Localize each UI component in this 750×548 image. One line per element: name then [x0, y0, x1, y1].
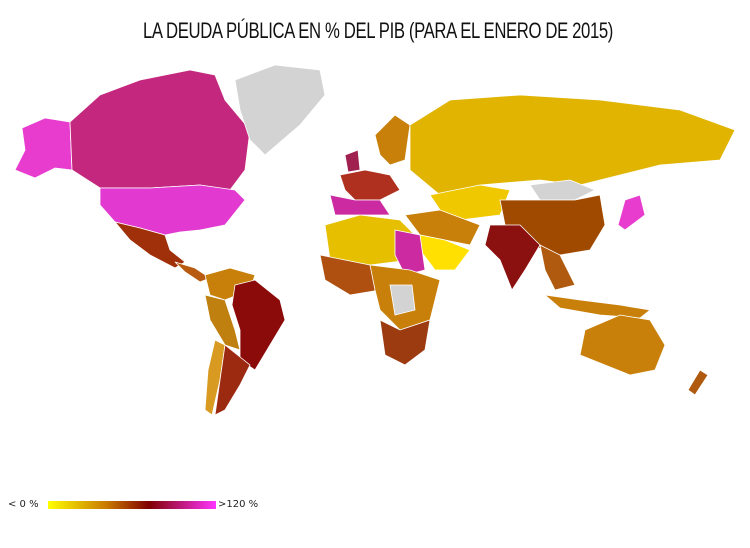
uk [344, 149, 361, 173]
greenland [234, 64, 326, 156]
west-africa [319, 254, 381, 296]
legend-gradient [48, 501, 216, 509]
southern-africa [379, 319, 431, 366]
southeast-asia [539, 244, 576, 291]
egypt-sudan [394, 229, 426, 276]
australia [579, 314, 666, 376]
iberia-italy [329, 194, 391, 216]
argentina [214, 344, 251, 416]
central-america [174, 261, 211, 283]
canada [69, 69, 251, 191]
legend-max-label: >120 % [218, 499, 258, 510]
japan [617, 194, 646, 231]
western-europe [339, 169, 401, 201]
alaska [14, 117, 73, 179]
mexico [113, 221, 186, 269]
world-map [14, 64, 736, 416]
title: LA DEUDA PÚBLICA EN % DEL PIB (PARA EL E… [143, 18, 613, 43]
brazil [231, 279, 286, 371]
legend: < 0 % >120 % [8, 499, 258, 510]
mongolia [529, 179, 596, 201]
indonesia [543, 294, 651, 319]
india [484, 224, 541, 291]
drc [389, 284, 416, 316]
new-zealand [687, 369, 709, 396]
scandinavia [374, 114, 411, 166]
legend-min-label: < 0 % [8, 499, 39, 510]
russia [409, 94, 736, 196]
